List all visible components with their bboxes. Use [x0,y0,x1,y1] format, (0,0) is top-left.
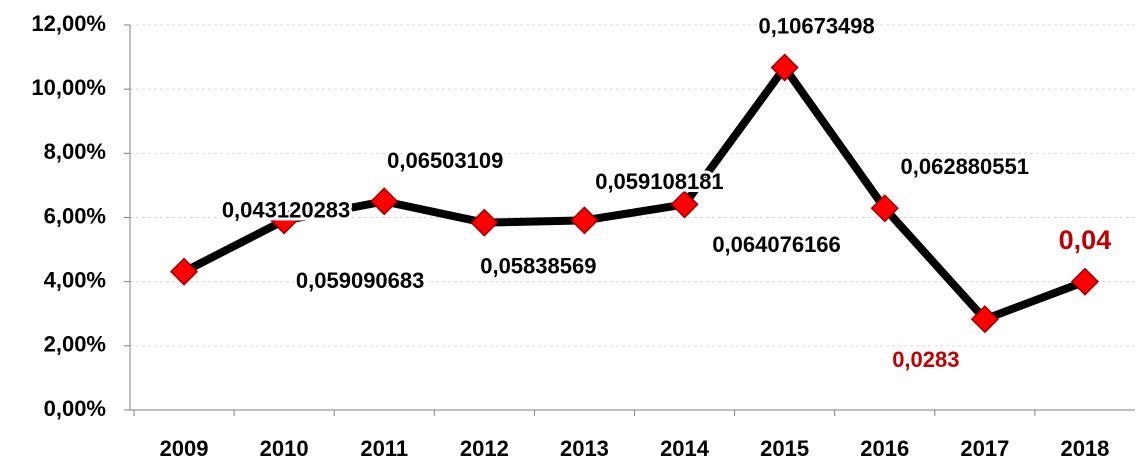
marker [570,206,599,235]
data-label: 0,10673498 [759,13,875,38]
marker [970,305,999,334]
marker [770,53,799,82]
x-tick-label: 2017 [960,436,1009,461]
x-tick-label: 2018 [1060,436,1109,461]
y-tick-label: 8,00% [44,139,106,164]
marker [370,187,399,216]
marker [169,257,199,286]
x-tick-label: 2011 [360,436,408,461]
y-tick-label: 6,00% [44,203,106,228]
x-tick-label: 2014 [660,436,710,461]
marker [470,208,499,237]
data-label: 0,059108181 [595,169,723,194]
x-tick-label: 2010 [260,436,309,461]
data-label: 0,05838569 [480,253,596,278]
data-label: 0,059090683 [296,268,424,293]
marker [670,190,699,219]
line [182,63,1087,324]
x-tick-label: 2015 [760,436,809,461]
data-label: 0,04 [1059,225,1112,255]
data-label: 0,064076166 [712,232,840,257]
marker [1070,267,1100,296]
data-label: 0,06503109 [387,148,503,173]
data-label: 0,0283 [892,347,959,372]
x-tick-label: 2013 [560,436,609,461]
x-tick-label: 2012 [460,436,509,461]
x-tick-label: 2009 [160,436,209,461]
marker [270,206,299,235]
y-tick-label: 2,00% [44,332,106,357]
x-tick-label: 2016 [860,436,909,461]
data-label: 0,043120283 [222,197,350,222]
y-tick-label: 0,00% [44,396,106,421]
y-tick-label: 12,00% [31,11,106,36]
marker [870,194,899,223]
y-tick-label: 4,00% [44,267,106,292]
data-label: 0,062880551 [901,154,1029,179]
y-tick-label: 10,00% [31,75,106,100]
